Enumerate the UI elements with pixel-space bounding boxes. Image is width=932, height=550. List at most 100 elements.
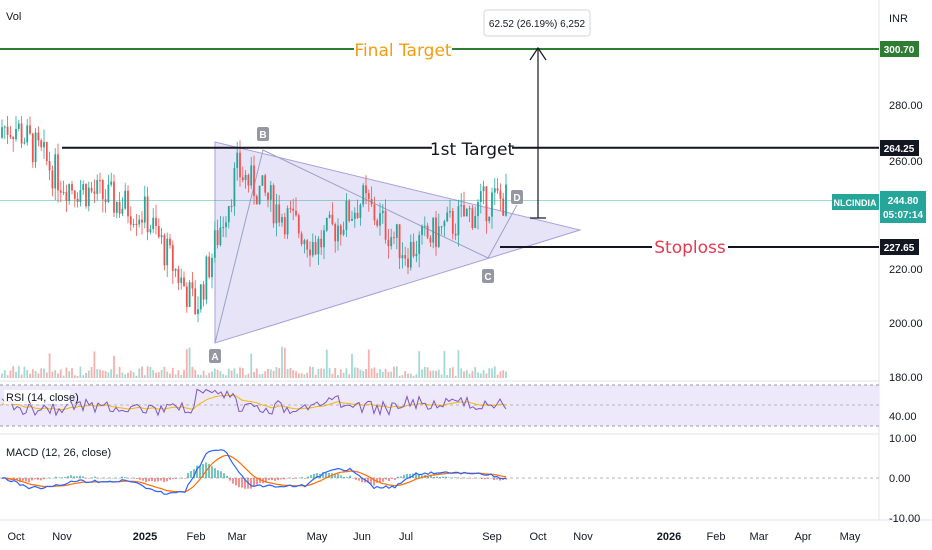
candle-body — [197, 309, 199, 315]
volume-bar — [323, 368, 325, 378]
macd-histogram-bar — [280, 478, 282, 480]
volume-bar — [213, 368, 216, 378]
volume-bar — [404, 371, 407, 378]
candle-body — [493, 188, 496, 193]
candle-body — [342, 230, 345, 235]
candle-body — [275, 204, 278, 224]
candle-body — [163, 235, 166, 266]
candle-body — [479, 191, 482, 202]
candle-body — [180, 277, 183, 283]
macd-histogram-bar — [373, 478, 375, 486]
macd-histogram-bar — [211, 466, 213, 478]
candle-body — [59, 190, 62, 193]
candle-body — [421, 226, 423, 236]
candle-body — [40, 140, 43, 148]
candle-body — [236, 152, 239, 169]
candle-body — [320, 238, 323, 248]
candle-body — [426, 225, 429, 238]
candle-body — [267, 192, 269, 200]
candle-body — [401, 255, 404, 259]
macd-histogram-bar — [139, 478, 141, 480]
macd-histogram-bar — [82, 476, 84, 478]
volume-bar — [493, 366, 496, 378]
macd-histogram-bar — [268, 478, 270, 481]
candle-body — [423, 225, 426, 227]
volume-bar — [379, 369, 381, 378]
volume-bar — [306, 372, 309, 378]
volume-bar — [367, 349, 370, 378]
x-tick-label: Jun — [353, 531, 371, 543]
candle-body — [463, 205, 465, 217]
candle-body — [191, 282, 194, 289]
macd-histogram-bar — [337, 473, 339, 478]
volume-bar — [505, 371, 507, 378]
candle-body — [415, 253, 418, 257]
macd-histogram-bar — [154, 478, 156, 482]
volume-bar — [373, 367, 376, 378]
candle-body — [289, 208, 292, 210]
macd-histogram-bar — [352, 478, 354, 479]
candle-body — [160, 235, 163, 238]
macd-histogram-bar — [421, 475, 423, 478]
volume-bar — [443, 351, 446, 378]
macd-histogram-bar — [187, 472, 189, 478]
abcd-path — [214, 149, 518, 344]
x-tick-label: Oct — [529, 531, 546, 543]
volume-bar — [345, 368, 348, 378]
macd-histogram-bar — [355, 478, 357, 480]
volume-bar — [225, 375, 227, 378]
candle-body — [230, 206, 233, 208]
volume-bar — [23, 366, 26, 378]
volume-bar — [502, 370, 505, 378]
macd-histogram-bar — [367, 478, 369, 483]
candle-body — [171, 245, 174, 271]
macd-histogram-bar — [460, 478, 462, 479]
macd-histogram-bar — [238, 478, 240, 488]
volume-bar — [412, 375, 415, 378]
candle-body — [395, 224, 398, 238]
candle-body — [381, 210, 384, 214]
macd-histogram-bar — [70, 475, 72, 478]
candle-body — [6, 126, 9, 135]
volume-bar — [110, 369, 113, 378]
candle-body — [211, 257, 213, 278]
macd-histogram-bar — [454, 477, 456, 478]
macd-histogram-bar — [334, 473, 336, 478]
candle-body — [65, 191, 68, 201]
macd-histogram-bar — [484, 478, 486, 480]
volume-bar — [129, 370, 132, 378]
candle-body — [124, 190, 127, 209]
macd-histogram-bar — [178, 477, 180, 479]
volume-bar — [37, 373, 40, 378]
macd-histogram-bar — [433, 476, 435, 478]
volume-bar — [395, 366, 398, 378]
volume-bar — [71, 368, 73, 378]
volume-bar — [146, 366, 149, 378]
candle-body — [409, 241, 412, 268]
candle-body — [166, 238, 169, 266]
price-tick-label: 280.00 — [889, 100, 923, 112]
volume-bar — [384, 368, 387, 378]
macd-histogram-bar — [475, 478, 477, 479]
macd-histogram-bar — [310, 475, 312, 478]
candle-body — [292, 208, 295, 211]
volume-bar — [463, 371, 465, 378]
volume-bar — [45, 372, 48, 378]
macd-histogram-bar — [292, 478, 294, 479]
volume-bar — [269, 369, 272, 378]
volume-bar — [339, 369, 342, 378]
macd-histogram-bar — [49, 477, 51, 479]
candle-body — [398, 224, 401, 259]
macd-histogram-bar — [418, 474, 420, 478]
candle-body — [496, 188, 499, 191]
volume-bar — [499, 371, 502, 378]
volume-bar — [401, 375, 404, 378]
candle-body — [73, 190, 76, 199]
volume-bar — [57, 373, 59, 378]
volume-bar — [468, 373, 471, 378]
macd-histogram-bar — [166, 478, 168, 482]
volume-bar — [166, 371, 169, 378]
volume-bar — [479, 373, 482, 378]
candle-body — [356, 212, 359, 218]
